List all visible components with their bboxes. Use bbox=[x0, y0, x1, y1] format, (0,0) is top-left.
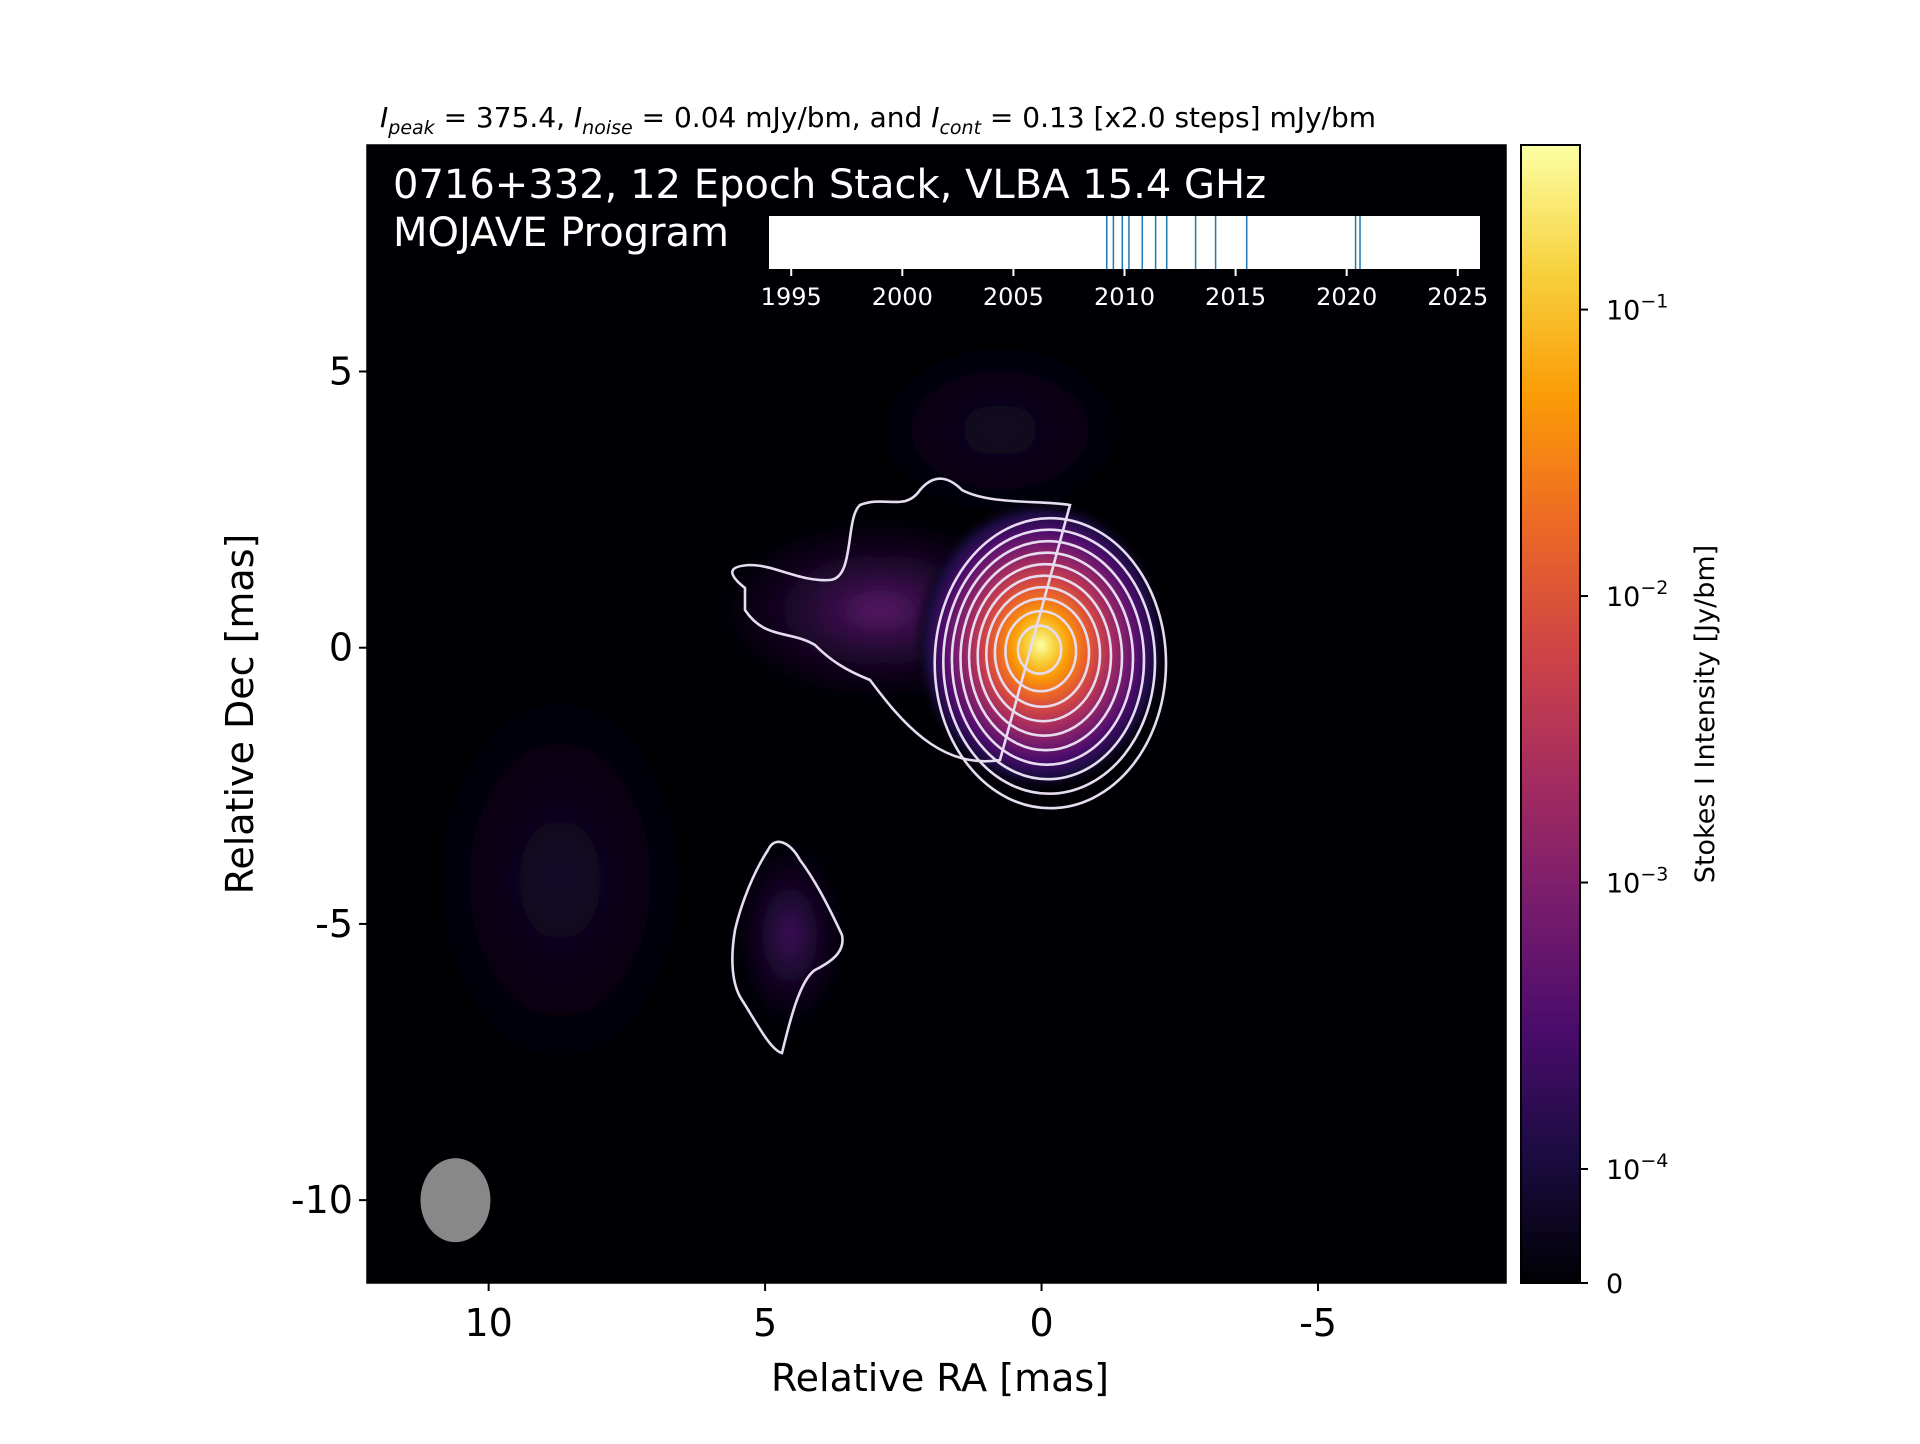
timeline-tick-label: 2000 bbox=[872, 283, 933, 311]
x-axis-label: Relative RA [mas] bbox=[771, 1356, 1109, 1400]
contour-set bbox=[731, 477, 1168, 1055]
epoch-timeline: 1995 2000 2005 2010 2015 2020 2025 bbox=[761, 216, 1488, 311]
colorbar-tick-label: 10−3 bbox=[1606, 864, 1668, 900]
contour-southern-component bbox=[731, 840, 844, 1055]
contour-core-level bbox=[985, 585, 1102, 723]
y-tick-label: 0 bbox=[329, 626, 353, 670]
timeline-tick-label: 1995 bbox=[761, 283, 822, 311]
y-tick-label: -10 bbox=[291, 1178, 353, 1222]
timeline-tick-label: 2025 bbox=[1427, 283, 1488, 311]
contour-core-level bbox=[942, 528, 1157, 796]
colorbar-tick-label: 0 bbox=[1606, 1269, 1623, 1300]
colorbar-tick-label: 10−2 bbox=[1606, 577, 1668, 613]
timeline-tick-label: 2020 bbox=[1316, 283, 1377, 311]
image-stats-header: Ipeak = 375.4, Inoise = 0.04 mJy/bm, and… bbox=[380, 101, 1376, 139]
image-panel: 0716+332, 12 Epoch Stack, VLBA 15.4 GHz … bbox=[366, 144, 1507, 1284]
program-label: MOJAVE Program bbox=[393, 210, 729, 256]
colorbar-tick-label: 10−1 bbox=[1606, 291, 1668, 327]
y-axis-label: Relative Dec [mas] bbox=[218, 534, 262, 895]
timeline-box bbox=[769, 216, 1480, 269]
contour-core-level bbox=[950, 539, 1146, 781]
x-tick-label: 0 bbox=[1029, 1301, 1053, 1345]
timeline-tick-label: 2005 bbox=[983, 283, 1044, 311]
colorbar: 10−1 10−2 10−3 10−4 0 Stokes I Intensity [Jy… bbox=[1520, 144, 1721, 1300]
x-tick-label: 5 bbox=[753, 1301, 777, 1345]
beam-ellipse bbox=[420, 1158, 491, 1243]
contour-core-level bbox=[967, 562, 1124, 752]
southern-component bbox=[735, 840, 845, 1030]
x-tick-label: 10 bbox=[464, 1301, 512, 1345]
diffuse-haze bbox=[390, 620, 730, 1140]
image-frame bbox=[366, 144, 1507, 1284]
contour-core-level bbox=[993, 597, 1091, 709]
y-tick-label: -5 bbox=[315, 902, 353, 946]
emission-layer bbox=[390, 320, 1170, 1243]
colorbar-label: Stokes I Intensity [Jy/bm] bbox=[1690, 545, 1721, 883]
timeline-tick-label: 2010 bbox=[1094, 283, 1155, 311]
colorbar-frame bbox=[1520, 144, 1581, 1284]
contour-jet bbox=[731, 477, 1072, 763]
contour-core-level bbox=[959, 551, 1135, 767]
contour-core-level bbox=[1004, 609, 1078, 693]
x-tick-label: -5 bbox=[1299, 1301, 1337, 1345]
colorbar-tick-label: 10−4 bbox=[1606, 1150, 1668, 1186]
plot-title: 0716+332, 12 Epoch Stack, VLBA 15.4 GHz bbox=[393, 162, 1266, 208]
contour-core-level bbox=[1016, 624, 1063, 676]
contour-core-level bbox=[933, 516, 1168, 810]
timeline-tick-label: 2015 bbox=[1205, 283, 1266, 311]
contour-core-level bbox=[976, 574, 1113, 738]
y-axis: 5 0 -5 -10 bbox=[291, 349, 367, 1222]
colorbar-fill bbox=[1521, 145, 1580, 1283]
y-tick-label: 5 bbox=[329, 349, 353, 393]
diffuse-haze bbox=[830, 320, 1170, 540]
colorbar-ticks: 10−1 10−2 10−3 10−4 0 bbox=[1580, 291, 1668, 1300]
x-axis: 10 5 0 -5 bbox=[464, 1283, 1337, 1345]
